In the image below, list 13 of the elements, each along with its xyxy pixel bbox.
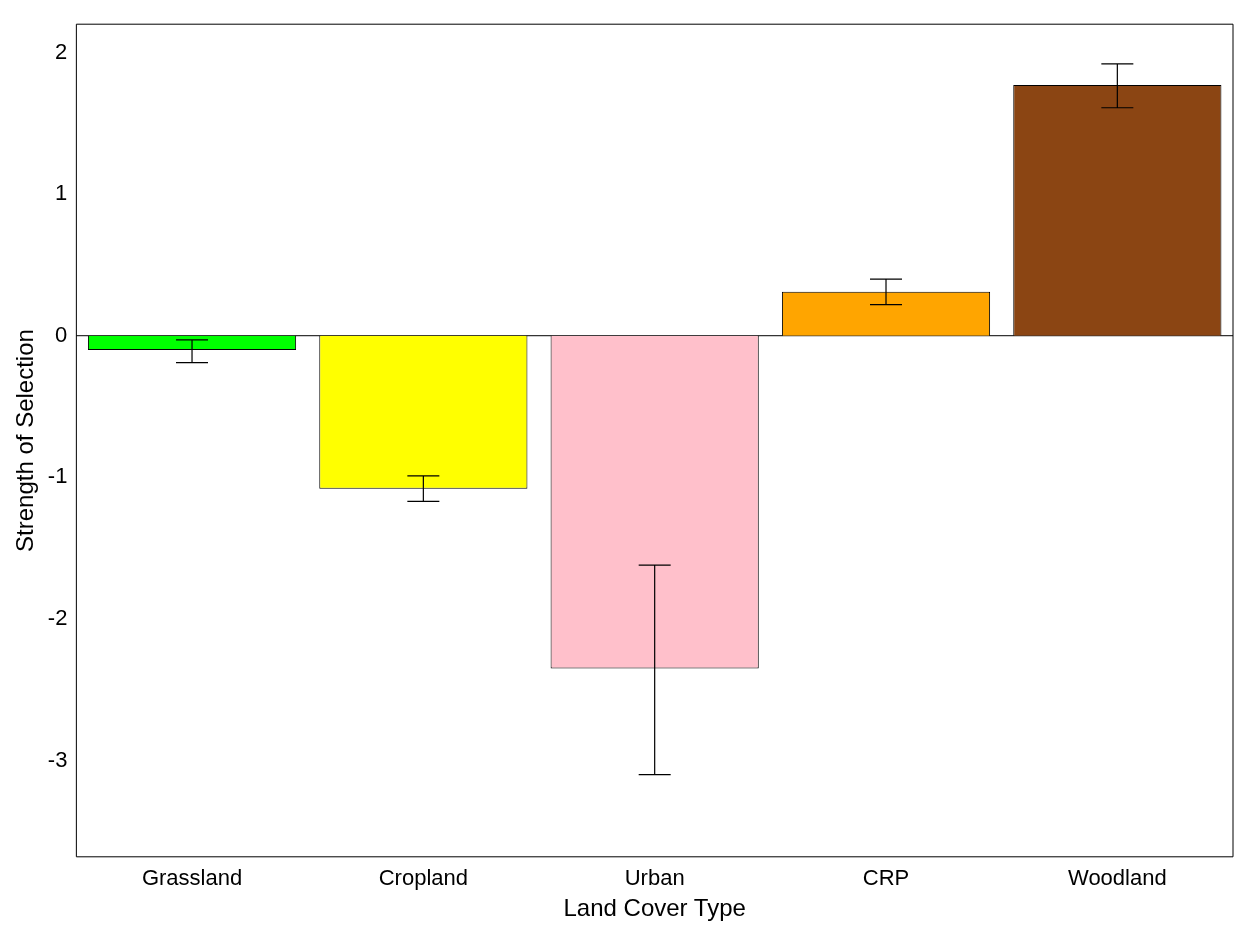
x-tick-label: Cropland [378, 865, 468, 891]
y-tick-label: -1 [47, 463, 68, 489]
x-tick-label: Grassland [141, 865, 243, 891]
y-axis-title: Strength of Selection [11, 329, 39, 552]
y-tick-label: 2 [55, 38, 68, 64]
y-tick-label: 1 [55, 180, 68, 206]
y-tick-label: -2 [47, 604, 68, 630]
x-tick-label: Urban [624, 865, 685, 891]
y-tick-label: 0 [55, 321, 68, 347]
y-tick-label: -3 [47, 746, 68, 772]
x-tick-label: CRP [862, 865, 910, 891]
x-tick-label: Woodland [1068, 865, 1167, 891]
x-axis-title: Land Cover Type [563, 894, 746, 922]
